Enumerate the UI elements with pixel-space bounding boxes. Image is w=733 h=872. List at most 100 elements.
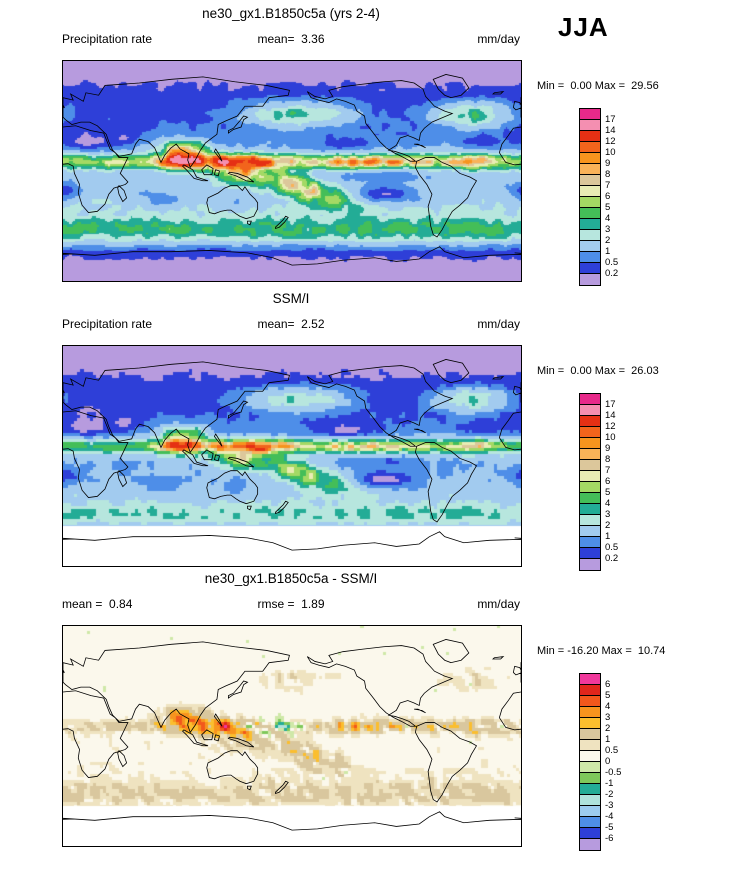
colorbar-tick-label: 3 [605,509,611,520]
colorbar-swatch [580,142,600,153]
colorbar-swatch [580,806,600,817]
colorbar-tick-label: 3 [605,712,611,723]
colorbar-tick-label: 8 [605,169,611,180]
model-precip-field-canvas [63,61,521,281]
colorbar-swatch [580,263,600,274]
colorbar-swatch [580,526,600,537]
colorbar-tick-label: -3 [605,800,614,811]
colorbar-tick-label: 1 [605,734,611,745]
colorbar-tick-label: 8 [605,454,611,465]
units-label: mm/day [477,597,520,611]
colorbar-tick-label: -4 [605,811,614,822]
colorbar-tick-label: 12 [605,136,616,147]
colorbar-tick-label: 5 [605,690,611,701]
colorbar-swatch [580,219,600,230]
colorbar-swatch [580,153,600,164]
panel-title: ne30_gx1.B1850c5a - SSM/I [204,571,378,586]
colorbar-swatch [580,175,600,186]
panel-title: ne30_gx1.B1850c5a (yrs 2-4) [202,6,380,21]
colorbar-tick-label: 14 [605,125,616,136]
colorbar-tick-label: 1 [605,246,611,257]
colorbar-tick-label: 7 [605,465,611,476]
colorbar-swatch [580,394,600,405]
coastline-path [63,359,521,550]
coastlines-overlay [63,61,521,281]
diff-precip-field-canvas [63,626,521,846]
colorbar-swatch [580,674,600,685]
colorbar-swatches [579,108,601,286]
colorbar-tick-label: 0.5 [605,542,619,553]
minmax-label: Min = -16.20 Max = 10.74 [537,645,666,657]
colorbar-tick-label: 0.2 [605,553,619,564]
colorbar-swatch [580,696,600,707]
variable-label: Precipitation rate [62,317,153,331]
colorbar-tick-label: 9 [605,443,611,454]
colorbar-swatch [580,416,600,427]
colorbar-swatch [580,784,600,795]
rmse-label: rmse = 1.89 [257,597,325,611]
colorbar-swatch [580,773,600,784]
colorbar-tick-label: 5 [605,487,611,498]
colorbar-swatch [580,230,600,241]
colorbar-swatch [580,186,600,197]
colorbar-tick-label: -5 [605,822,614,833]
colorbar-swatch [580,740,600,751]
minmax-label: Min = 0.00 Max = 29.56 [537,80,659,92]
colorbar-tick-label: -6 [605,833,614,844]
colorbar-swatch [580,252,600,263]
colorbar-swatches [579,673,601,851]
colorbar-swatch [580,493,600,504]
colorbar-tick-label: 14 [605,410,616,421]
colorbar: 17 14 12 10 9 8 7 6 5 4 3 2 1 0.5 0.2 [579,393,649,571]
colorbar-tick-label: 0.5 [605,257,619,268]
colorbar-swatch [580,405,600,416]
panel-obs: SSM/I Precipitation rate mean= 2.52 mm/d… [0,285,733,575]
colorbar-swatch [580,449,600,460]
panel-title: SSM/I [272,291,310,306]
colorbar-tick-label: 12 [605,421,616,432]
mean-label: mean= 3.36 [257,32,325,46]
diff-precip-map [62,625,522,847]
colorbar-swatch [580,438,600,449]
colorbar-tick-label: 2 [605,723,611,734]
colorbar: 17 14 12 10 9 8 7 6 5 4 3 2 1 0.5 0.2 [579,108,649,286]
colorbar-tick-label: 17 [605,399,616,410]
colorbar-swatch [580,164,600,175]
variable-label: Precipitation rate [62,32,153,46]
colorbar-swatch [580,795,600,806]
colorbar-swatch [580,718,600,729]
colorbar-swatch [580,197,600,208]
mean-label: mean= 2.52 [257,317,325,331]
colorbar-tick-label: 6 [605,679,611,690]
colorbar-swatch [580,515,600,526]
colorbar-swatch [580,751,600,762]
colorbar-tick-label: 10 [605,147,616,158]
colorbar-tick-label: 2 [605,235,611,246]
colorbar-swatch [580,131,600,142]
colorbar-swatches [579,393,601,571]
colorbar-tick-label: 4 [605,701,611,712]
colorbar-tick-label: 17 [605,114,616,125]
colorbar-swatch [580,120,600,131]
colorbar-tick-label: 0.2 [605,268,619,279]
colorbar-tick-label: 10 [605,432,616,443]
colorbar-swatch [580,707,600,718]
colorbar-tick-label: 2 [605,520,611,531]
colorbar-swatch [580,274,600,285]
mean-label: mean = 0.84 [62,597,133,611]
colorbar-swatch [580,109,600,120]
colorbar-swatch [580,559,600,570]
colorbar-tick-label: 5 [605,202,611,213]
coastline-path [63,639,521,830]
colorbar: 6 5 4 3 2 1 0.5 0 -0.5 -1 -2 -3 -4 -5 -6 [579,673,649,851]
obs-precip-field-canvas [63,346,521,566]
colorbar-swatch [580,839,600,850]
colorbar-tick-label: 6 [605,476,611,487]
colorbar-swatch [580,460,600,471]
obs-precip-map [62,345,522,567]
colorbar-swatch [580,685,600,696]
colorbar-tick-label: 0 [605,756,611,767]
colorbar-swatch [580,208,600,219]
colorbar-swatch [580,471,600,482]
colorbar-tick-label: 6 [605,191,611,202]
